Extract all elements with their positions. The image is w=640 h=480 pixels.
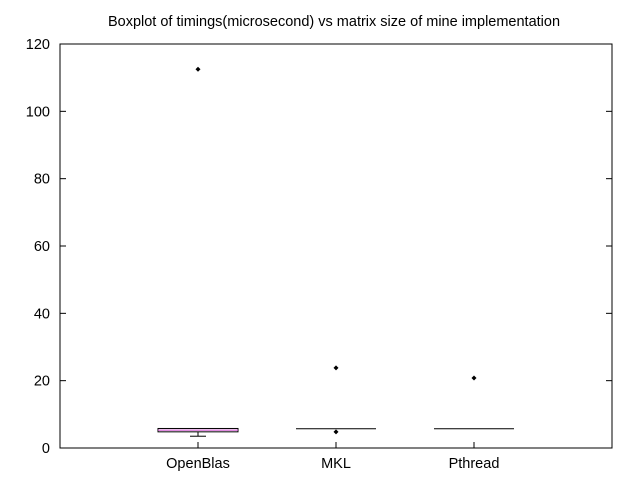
- box-openblas: [157, 66, 239, 437]
- box-mkl: [296, 365, 376, 435]
- x-category-label: MKL: [321, 456, 351, 472]
- y-tick-label: 60: [34, 239, 50, 255]
- y-tick-label: 40: [34, 306, 50, 322]
- x-category-label: OpenBlas: [166, 456, 230, 472]
- outlier-point: [195, 66, 201, 72]
- y-tick-label: 100: [26, 104, 50, 120]
- chart-title: Boxplot of timings(microsecond) vs matri…: [108, 14, 560, 30]
- y-tick-label: 120: [26, 37, 50, 53]
- x-category-label: Pthread: [449, 456, 500, 472]
- outlier-point: [471, 375, 477, 381]
- box-pthread: [434, 375, 514, 430]
- box-series: [157, 66, 514, 437]
- outlier-point: [333, 429, 339, 435]
- plot-frame: [59, 43, 613, 449]
- y-tick-label: 80: [34, 172, 50, 188]
- outlier-point: [333, 365, 339, 371]
- x-axis: OpenBlas MKL Pthread: [166, 442, 499, 472]
- y-tick-label: 20: [34, 374, 50, 390]
- y-axis: 0 20 40 60 80 100 120: [26, 37, 612, 457]
- y-tick-label: 0: [42, 441, 50, 457]
